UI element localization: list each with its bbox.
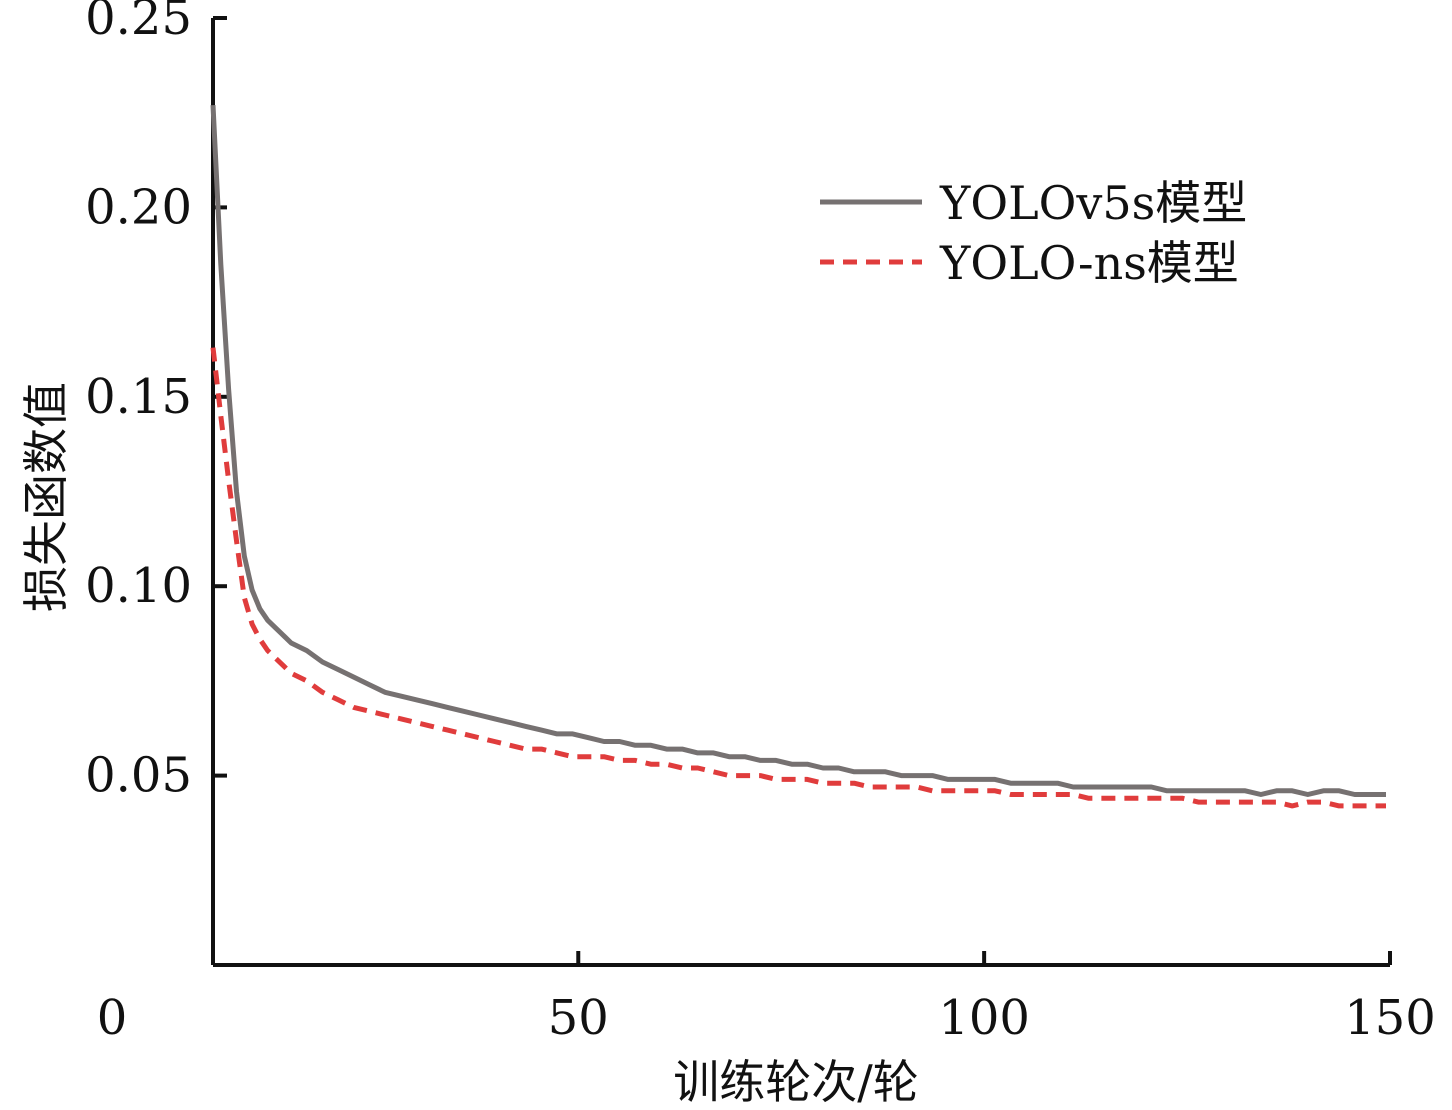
axes xyxy=(211,18,1390,967)
legend-label-yolov5s: YOLOv5s模型 xyxy=(939,176,1247,230)
y-tick-label: 0.20 xyxy=(85,179,192,235)
y-tick-label: 0.15 xyxy=(85,369,192,425)
x-tick-label: 150 xyxy=(1344,990,1436,1046)
x-tick-label: 100 xyxy=(938,990,1030,1046)
legend: YOLOv5s模型 YOLO-ns模型 xyxy=(820,176,1247,290)
y-tick-label: 0.10 xyxy=(85,558,192,614)
y-axis-title: 损失函数值 xyxy=(19,382,73,612)
x-tick-label: 50 xyxy=(548,990,609,1046)
y-ticks: 0.05 0.10 0.15 0.20 0.25 xyxy=(85,0,227,804)
y-tick-label: 0.25 xyxy=(85,0,192,46)
series-line-yolo-ns xyxy=(210,347,1386,809)
x-ticks: 0 50 100 150 xyxy=(97,951,1436,1046)
legend-label-yolo-ns: YOLO-ns模型 xyxy=(939,236,1239,290)
series-layer xyxy=(210,104,1386,809)
x-axis-title: 训练轮次/轮 xyxy=(673,1055,919,1109)
x-tick-label: 0 xyxy=(97,990,128,1046)
y-tick-label: 0.05 xyxy=(85,748,192,804)
series-line-yolov5s xyxy=(210,104,1386,797)
